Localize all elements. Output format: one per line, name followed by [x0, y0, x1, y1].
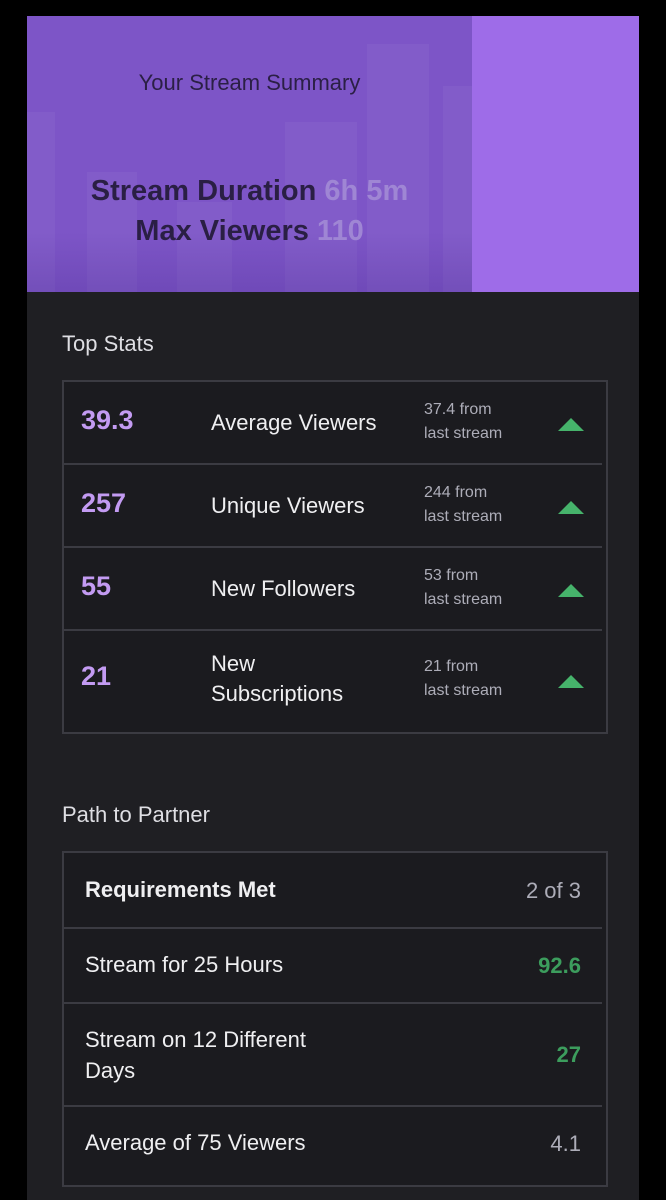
stat-label: Average Viewers	[211, 410, 377, 435]
requirement-row-viewers: Average of 75 Viewers 4.1	[64, 1107, 602, 1181]
requirement-value: 4.1	[550, 1131, 581, 1156]
stream-duration: Stream Duration 6h 5m	[27, 175, 472, 208]
arrow-up-icon	[558, 584, 584, 597]
stat-compare: 37.4 from last stream	[424, 398, 544, 446]
stream-duration-label: Stream Duration	[90, 175, 317, 207]
stat-label-line2: Subscriptions	[211, 681, 344, 706]
stat-value: 21	[81, 661, 112, 691]
stat-value: 55	[81, 571, 112, 601]
stat-value: 257	[81, 488, 127, 518]
max-viewers: Max Viewers 110	[27, 215, 472, 248]
stat-compare: 53 from last stream	[424, 564, 544, 612]
path-to-partner-table: Requirements Met 2 of 3 Stream for 25 Ho…	[62, 851, 608, 1187]
stream-summary-card: Your Stream Summary Stream Duration 6h 5…	[27, 16, 639, 1200]
stat-compare-line1: 244 from	[424, 484, 488, 501]
requirement-value: 92.6	[538, 953, 581, 978]
header-side-panel	[472, 16, 639, 292]
max-viewers-value: 110	[316, 215, 364, 247]
stat-compare-line1: 37.4 from	[424, 401, 492, 418]
requirement-value: 27	[556, 1042, 581, 1067]
stat-row-new-followers: 55 New Followers 53 from last stream	[64, 548, 602, 631]
stat-label: Unique Viewers	[211, 493, 365, 518]
header-background-bars	[27, 16, 472, 292]
requirement-row-hours: Stream for 25 Hours 92.6	[64, 929, 602, 1004]
stat-compare: 244 from last stream	[424, 481, 544, 529]
top-stats-title: Top Stats	[62, 331, 154, 356]
requirement-label: Average of 75 Viewers	[85, 1130, 306, 1155]
top-stats-table: 39.3 Average Viewers 37.4 from last stre…	[62, 380, 608, 734]
stat-row-new-subscriptions: 21 New Subscriptions 21 from last stream	[64, 631, 602, 728]
stream-duration-value: 6h 5m	[324, 175, 409, 207]
stat-compare-line2: last stream	[424, 508, 503, 525]
stat-label: New Followers	[211, 576, 356, 601]
requirement-row-days: Stream on 12 Different Days 27	[64, 1004, 602, 1107]
summary-title: Your Stream Summary	[138, 70, 361, 95]
stat-compare-line2: last stream	[424, 591, 503, 608]
requirements-met-label: Requirements Met	[85, 877, 276, 902]
stat-value: 39.3	[81, 405, 134, 435]
max-viewers-label: Max Viewers	[135, 215, 309, 247]
stat-label: New Subscriptions	[211, 649, 411, 709]
stat-compare: 21 from last stream	[424, 655, 544, 703]
stat-compare-line2: last stream	[424, 425, 503, 442]
stat-compare-line2: last stream	[424, 682, 503, 699]
stat-compare-line1: 53 from	[424, 567, 479, 584]
stat-row-average-viewers: 39.3 Average Viewers 37.4 from last stre…	[64, 382, 602, 465]
requirement-label: Stream for 25 Hours	[85, 952, 284, 977]
arrow-up-icon	[558, 418, 584, 431]
arrow-up-icon	[558, 501, 584, 514]
requirements-met-value: 2 of 3	[525, 878, 581, 903]
path-to-partner-title: Path to Partner	[62, 802, 210, 827]
requirements-met-row: Requirements Met 2 of 3	[64, 853, 602, 929]
arrow-up-icon	[558, 675, 584, 688]
requirement-label: Stream on 12 Different Days	[85, 1024, 385, 1086]
requirement-label-line1: Stream on 12 Different	[85, 1027, 306, 1052]
requirement-label-line2: Days	[85, 1058, 136, 1083]
stat-compare-line1: 21 from	[424, 658, 479, 675]
stat-label-line1: New	[211, 651, 256, 676]
stat-row-unique-viewers: 257 Unique Viewers 244 from last stream	[64, 465, 602, 548]
summary-header: Your Stream Summary Stream Duration 6h 5…	[27, 16, 639, 292]
